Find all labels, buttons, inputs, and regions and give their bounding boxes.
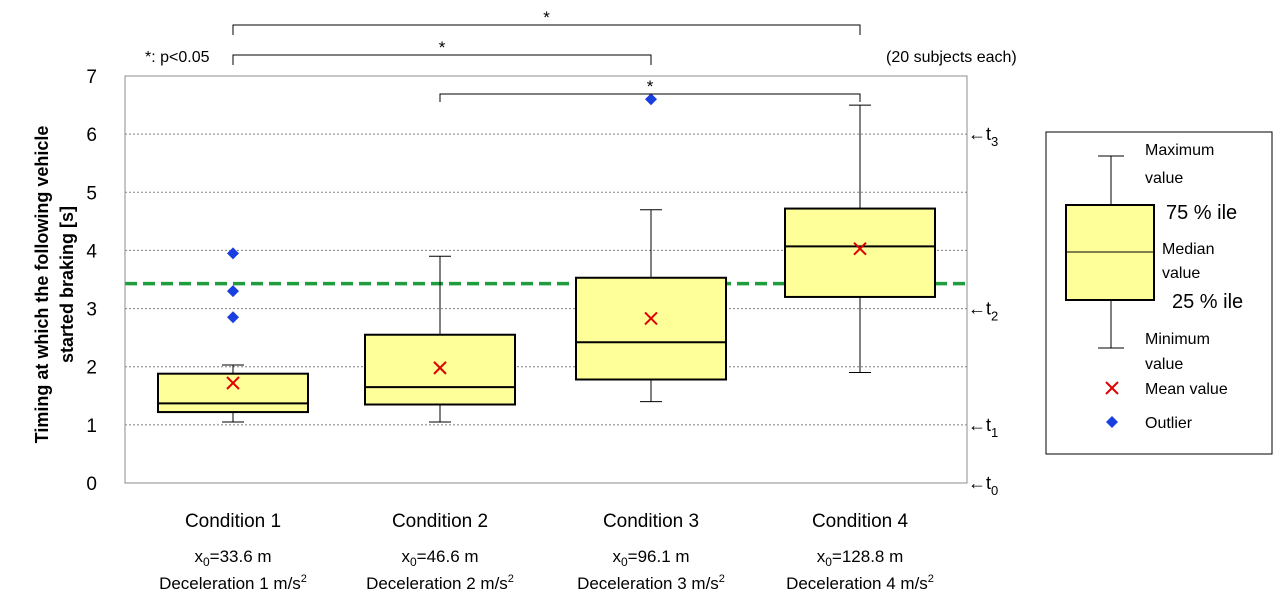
y-axis-label: Timing at which the following vehicle sta…	[32, 126, 77, 444]
iqr-box	[575, 276, 727, 381]
y-tick-label: 0	[86, 474, 97, 495]
legend-median-label: Median	[1162, 241, 1214, 258]
y-tick-label: 7	[86, 67, 97, 88]
legend: Maximum value 75 % ile Median value 25 % ile M…	[1045, 131, 1273, 455]
plot-frame	[124, 75, 968, 484]
iqr-box	[784, 207, 936, 298]
legend-q1-label: 25 % ile	[1172, 291, 1243, 313]
box-4	[784, 104, 936, 374]
significance-star: *	[647, 77, 654, 96]
deceleration-label: Deceleration 1 m/s2	[159, 573, 307, 593]
box-2	[364, 255, 516, 423]
significance-bracket	[232, 54, 652, 65]
mean-marker	[226, 376, 240, 390]
outlier-marker	[227, 285, 239, 298]
x0-label: x0=128.8 m	[817, 547, 904, 569]
box-1	[157, 247, 309, 423]
box-layer	[157, 93, 936, 423]
outlier-marker	[227, 247, 239, 260]
y-tick-label: 4	[86, 241, 97, 262]
category-label: Condition 2	[392, 511, 488, 532]
y-tick-label: 2	[86, 358, 97, 379]
legend-outlier-label: Outlier	[1145, 415, 1193, 432]
subjects-note: (20 subjects each)	[886, 49, 1017, 66]
mean-marker	[644, 311, 658, 326]
y-tick-label: 5	[86, 183, 97, 204]
legend-max-label: Maximum	[1145, 142, 1214, 159]
y-tick-label: 3	[86, 300, 97, 321]
outlier-marker	[227, 311, 239, 324]
legend-min-label-2: value	[1145, 356, 1183, 373]
box-3	[575, 93, 727, 403]
x0-label: x0=96.1 m	[612, 547, 689, 569]
time-marker-t0: ←t0	[968, 473, 998, 498]
grid-layer	[125, 133, 967, 426]
bracket-layer: * * *	[232, 8, 861, 102]
time-marker-t1: ←t1	[968, 415, 998, 440]
x0-label: x0=33.6 m	[194, 547, 271, 569]
significance-note: *: p<0.05	[145, 49, 210, 66]
legend-max-label-2: value	[1145, 170, 1183, 187]
category-label: Condition 4	[812, 511, 909, 532]
legend-mean-label: Mean value	[1145, 381, 1228, 398]
iqr-box	[157, 372, 309, 414]
significance-bracket	[232, 24, 861, 35]
axis-layer: 0 1 2 3 4 5 6 7 Timing at which the following ve…	[32, 67, 968, 495]
significance-star: *	[543, 8, 550, 27]
iqr-box	[364, 333, 516, 406]
category-label: Condition 1	[185, 511, 281, 532]
deceleration-label: Deceleration 4 m/s2	[786, 573, 934, 593]
y-tick-label: 1	[86, 416, 97, 437]
deceleration-label: Deceleration 3 m/s2	[577, 573, 725, 593]
y-tick-label: 6	[86, 125, 97, 146]
significance-bracket	[439, 93, 861, 102]
category-label: Condition 3	[603, 511, 699, 532]
time-marker-t3: ←t3	[968, 124, 998, 149]
significance-star: *	[439, 38, 446, 57]
label-layer: Condition 1 x0=33.6 m Deceleration 1 m/s2 C…	[145, 49, 1017, 593]
legend-outlier-marker	[1106, 416, 1118, 428]
legend-median-label-2: value	[1162, 265, 1200, 282]
legend-mean-marker	[1105, 381, 1119, 395]
outlier-marker	[645, 93, 657, 106]
legend-min-label: Minimum	[1145, 331, 1210, 348]
mean-marker	[433, 361, 447, 375]
time-marker-t2: ←t2	[968, 299, 998, 324]
deceleration-label: Deceleration 2 m/s2	[366, 573, 514, 593]
mean-marker	[853, 241, 867, 256]
legend-q3-label: 75 % ile	[1166, 202, 1237, 224]
x0-label: x0=46.6 m	[401, 547, 478, 569]
